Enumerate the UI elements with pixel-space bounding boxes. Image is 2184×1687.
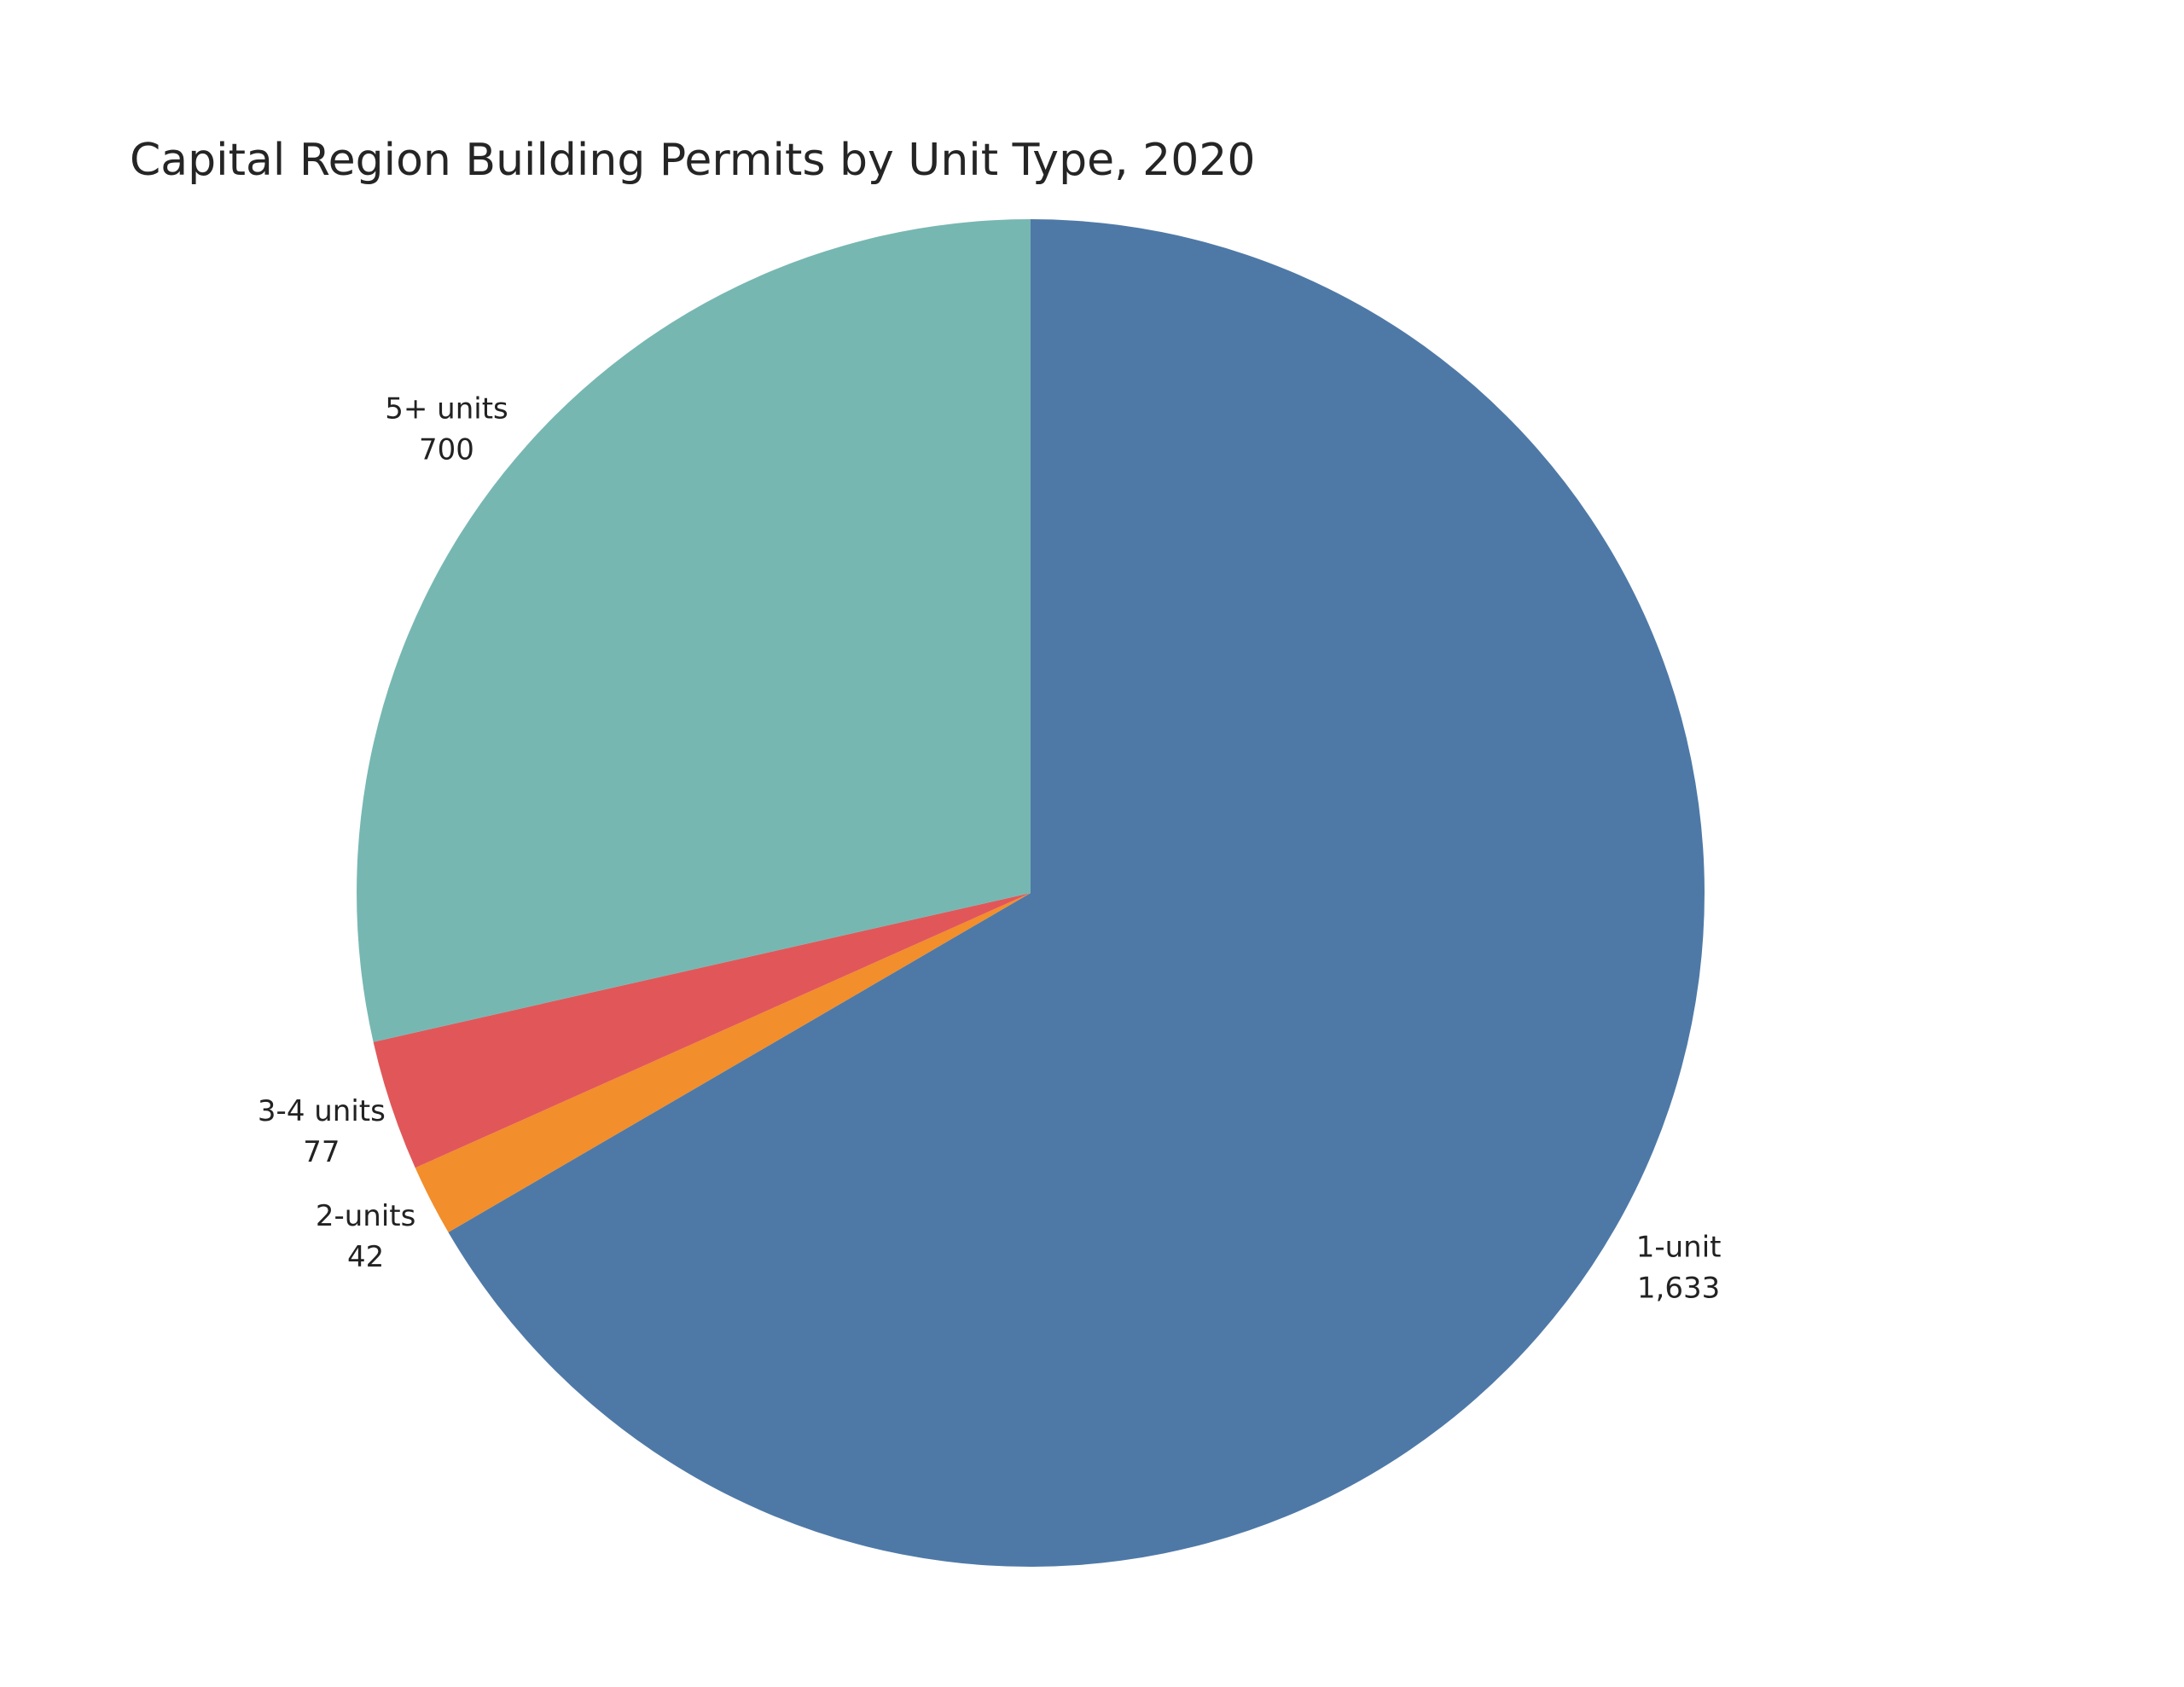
slice-label-name: 2-units	[316, 1199, 416, 1233]
pie-slice-2-units[interactable]	[415, 893, 1031, 1232]
slice-label-2-units: 2-units 42	[316, 1199, 416, 1274]
pie-slice-5-units[interactable]	[357, 219, 1031, 1042]
slice-label-name: 1-unit	[1636, 1230, 1722, 1264]
pie-slice-3-4-units[interactable]	[373, 893, 1031, 1168]
slice-label-value: 42	[347, 1240, 384, 1274]
slice-label-name: 3-4 units	[258, 1094, 386, 1128]
slice-label-1-unit: 1-unit 1,633	[1636, 1230, 1722, 1305]
chart-title: Capital Region Building Permits by Unit …	[130, 135, 1256, 186]
slice-label-3-4-units: 3-4 units 77	[258, 1094, 386, 1169]
pie-slice-1-unit[interactable]	[448, 219, 1705, 1568]
slice-label-value: 700	[419, 432, 474, 467]
slice-label-name: 5+ units	[385, 391, 508, 426]
slice-label-value: 1,633	[1637, 1271, 1720, 1305]
slice-label-5-units: 5+ units 700	[385, 391, 508, 467]
slice-label-value: 77	[303, 1135, 340, 1169]
